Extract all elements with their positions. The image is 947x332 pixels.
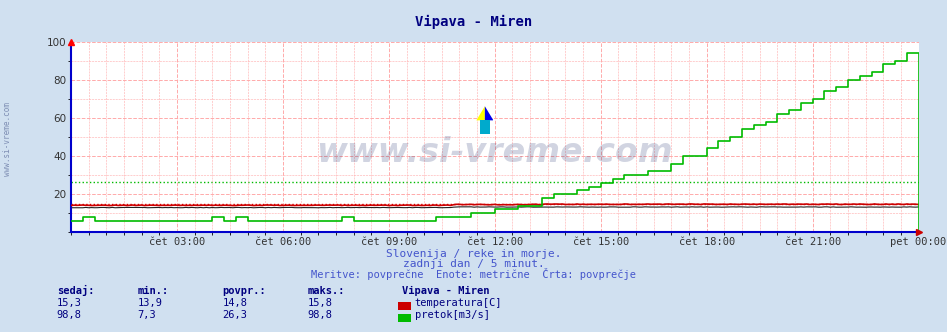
Text: www.si-vreme.com: www.si-vreme.com <box>3 103 12 176</box>
Text: temperatura[C]: temperatura[C] <box>415 298 502 308</box>
Text: 98,8: 98,8 <box>308 310 332 320</box>
Text: maks.:: maks.: <box>308 286 346 296</box>
Text: 7,3: 7,3 <box>137 310 156 320</box>
Text: zadnji dan / 5 minut.: zadnji dan / 5 minut. <box>402 259 545 269</box>
Text: 98,8: 98,8 <box>57 310 81 320</box>
Text: pretok[m3/s]: pretok[m3/s] <box>415 310 490 320</box>
Text: Slovenija / reke in morje.: Slovenija / reke in morje. <box>385 249 562 259</box>
Text: 14,8: 14,8 <box>223 298 247 308</box>
Polygon shape <box>476 106 485 121</box>
Text: Vipava - Miren: Vipava - Miren <box>402 286 490 296</box>
Text: 26,3: 26,3 <box>223 310 247 320</box>
Text: www.si-vreme.com: www.si-vreme.com <box>316 136 673 169</box>
Text: Meritve: povprečne  Enote: metrične  Črta: povprečje: Meritve: povprečne Enote: metrične Črta:… <box>311 268 636 280</box>
Polygon shape <box>485 106 493 121</box>
Text: sedaj:: sedaj: <box>57 285 95 296</box>
Text: povpr.:: povpr.: <box>223 286 266 296</box>
Text: min.:: min.: <box>137 286 169 296</box>
Text: 15,8: 15,8 <box>308 298 332 308</box>
Polygon shape <box>480 121 490 134</box>
Text: Vipava - Miren: Vipava - Miren <box>415 15 532 29</box>
Text: 15,3: 15,3 <box>57 298 81 308</box>
Text: 13,9: 13,9 <box>137 298 162 308</box>
